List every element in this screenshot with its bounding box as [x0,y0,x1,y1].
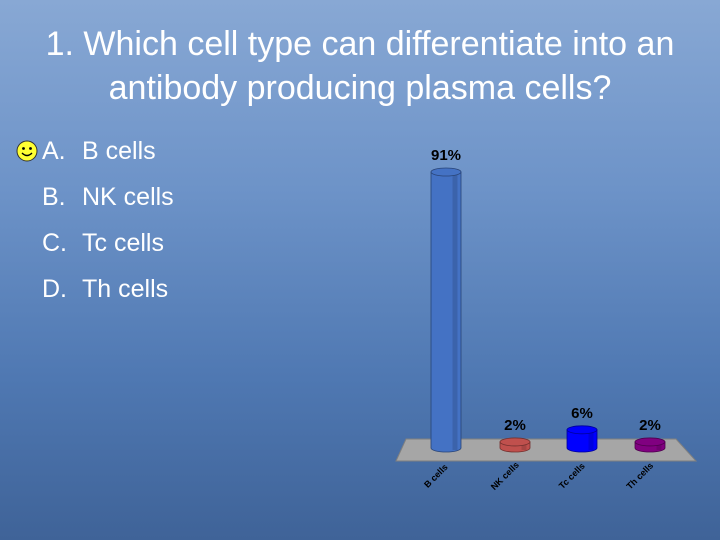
answer-letter: A. [42,137,66,165]
answer-letter: C. [42,229,67,257]
answer-label: B cells [82,137,156,165]
bar-nk-cells [499,437,531,453]
answer-letter: D. [42,275,67,303]
category-label: Th cells [624,460,655,491]
smiley-face-icon [16,140,38,162]
slide-title: 1. Which cell type can differentiate int… [45,25,675,107]
bar-top [499,437,531,447]
bar-top [430,167,462,177]
category-label: Tc cells [557,461,587,491]
answer-option-a: A. B cells [16,133,174,179]
value-label: 91% [431,147,461,164]
chart-category-labels: B cells NK cells Tc cells Th cells [422,460,655,492]
value-label: 2% [639,417,661,434]
answer-label: Tc cells [82,229,164,257]
answer-option-d: D. Th cells [42,271,174,317]
answer-label: Th cells [82,275,169,303]
chart-value-labels: 91% 2% 6% 2% [431,147,661,434]
bar-top [566,425,598,435]
value-label: 2% [504,417,526,434]
category-label: B cells [422,462,450,490]
answer-letter: B. [42,183,66,211]
answer-label: NK cells [82,183,174,211]
answer-list: A. B cells B. NK cells C. Tc cells D. Th cel… [16,133,174,317]
chart-bars [430,167,666,453]
bar-tc-cells [566,425,598,453]
answer-option-b: B. NK cells [42,179,174,225]
bar-th-cells [634,437,666,453]
bar-b-cells [430,167,462,453]
value-label: 6% [571,405,593,422]
bar-top [634,437,666,447]
answer-option-c: C. Tc cells [42,225,174,271]
category-label: NK cells [489,460,521,492]
